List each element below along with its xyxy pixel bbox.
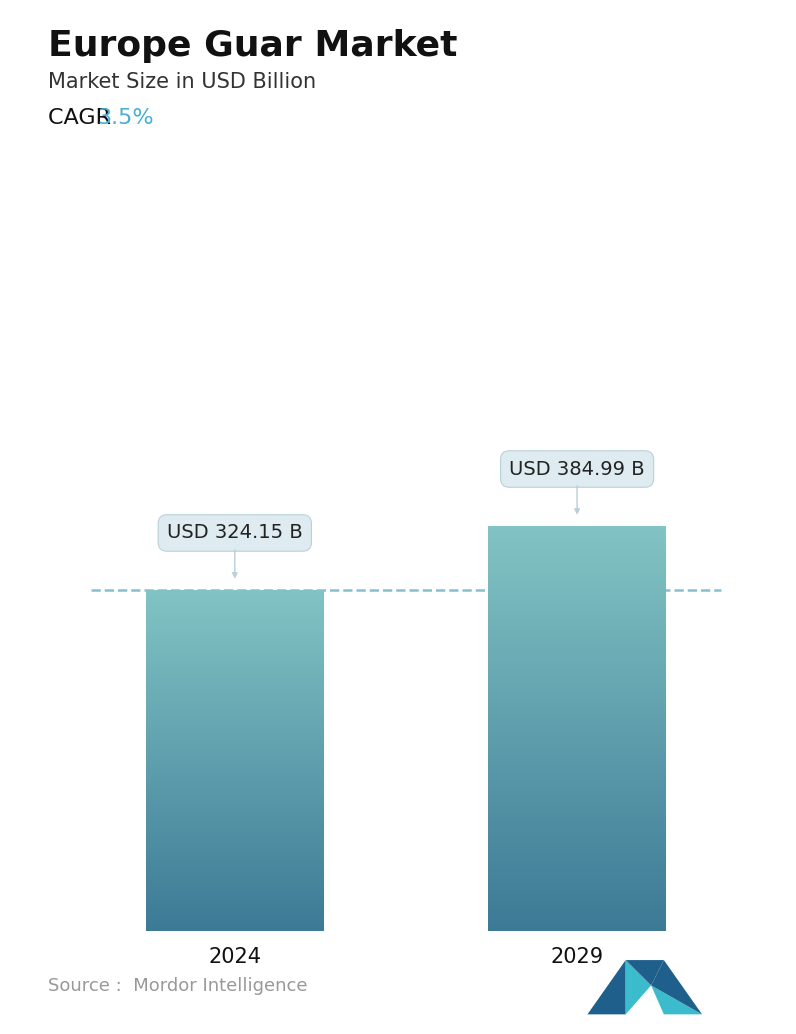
Text: Source :  Mordor Intelligence: Source : Mordor Intelligence [48,977,307,995]
Polygon shape [587,960,626,1014]
Polygon shape [651,985,702,1014]
Polygon shape [626,960,651,1014]
Text: Europe Guar Market: Europe Guar Market [48,29,457,63]
Polygon shape [626,960,664,985]
Text: CAGR: CAGR [48,108,118,127]
Text: 3.5%: 3.5% [97,108,154,127]
Text: USD 324.15 B: USD 324.15 B [167,523,302,543]
Text: USD 384.99 B: USD 384.99 B [509,459,645,479]
Text: Market Size in USD Billion: Market Size in USD Billion [48,72,316,92]
Polygon shape [651,960,702,1014]
